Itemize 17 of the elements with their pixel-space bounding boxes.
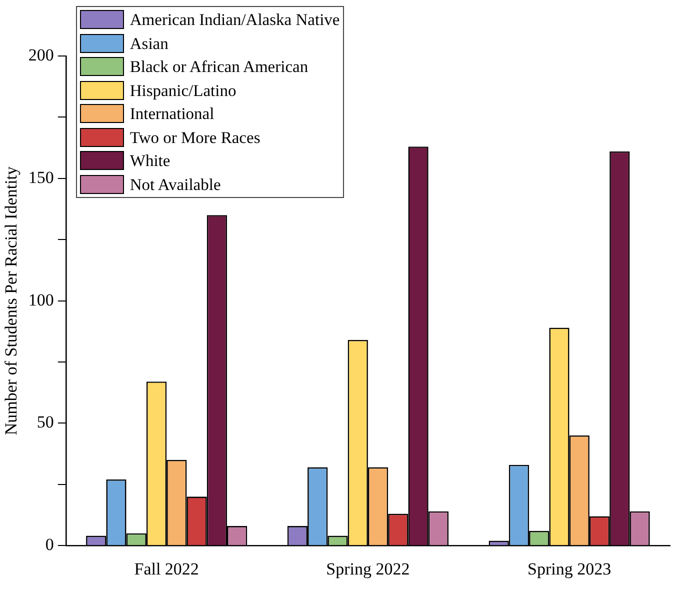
legend-label: Black or African American [130,56,308,78]
legend-label: Asian [130,32,168,54]
y-tick-label: 50 [36,412,54,432]
x-tick-label: Spring 2023 [528,559,612,578]
y-tick-label: 100 [28,290,54,310]
y-axis-title: Number of Students Per Racial Identity [2,166,21,436]
x-tick-label: Fall 2022 [134,559,199,578]
legend-label: White [130,150,170,172]
x-tick-label: Spring 2022 [326,559,410,578]
legend-label: Hispanic/Latino [130,80,236,102]
legend-label: American Indian/Alaska Native [130,9,340,31]
legend-label: International [130,103,214,125]
y-tick-label: 0 [45,535,54,554]
legend-label: Not Available [130,174,221,196]
legend-label: Two or More Races [130,126,260,148]
y-tick-label: 150 [28,168,54,187]
y-tick-label: 200 [28,45,54,64]
